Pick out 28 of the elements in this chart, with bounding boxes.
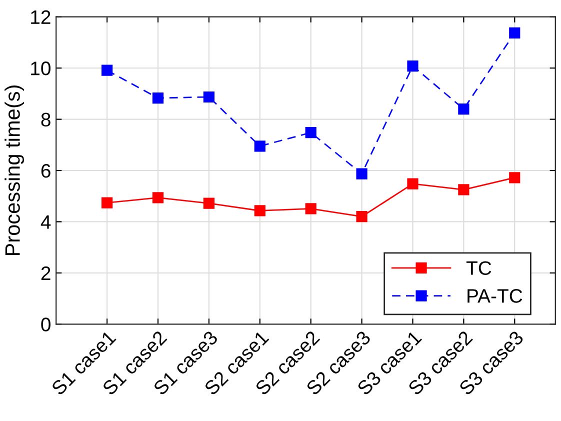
y-tick-label: 6	[41, 164, 50, 178]
point	[356, 168, 368, 180]
point	[101, 197, 113, 208]
point	[152, 192, 164, 204]
legend-label: TC	[466, 261, 492, 275]
point	[101, 64, 113, 76]
y-tick-label: 2	[41, 266, 50, 280]
point	[254, 205, 266, 216]
point	[407, 178, 418, 190]
point	[407, 60, 418, 72]
point	[509, 27, 520, 39]
point	[152, 92, 164, 104]
point	[254, 140, 266, 152]
y-axis-title: Processing time(s)	[4, 86, 24, 256]
point	[458, 184, 470, 196]
y-tick-label: 4	[40, 215, 51, 229]
point	[509, 172, 520, 184]
y-tick-label: 10	[31, 62, 50, 76]
point	[203, 198, 214, 209]
point	[305, 203, 316, 214]
point	[203, 91, 214, 103]
point	[356, 211, 368, 222]
legend-label: PA-TC	[468, 289, 522, 303]
point	[458, 103, 470, 115]
y-tick-label: 0	[41, 318, 50, 332]
y-tick-label: 12	[31, 10, 50, 24]
point	[305, 127, 316, 138]
y-tick-label: 8	[41, 112, 50, 127]
